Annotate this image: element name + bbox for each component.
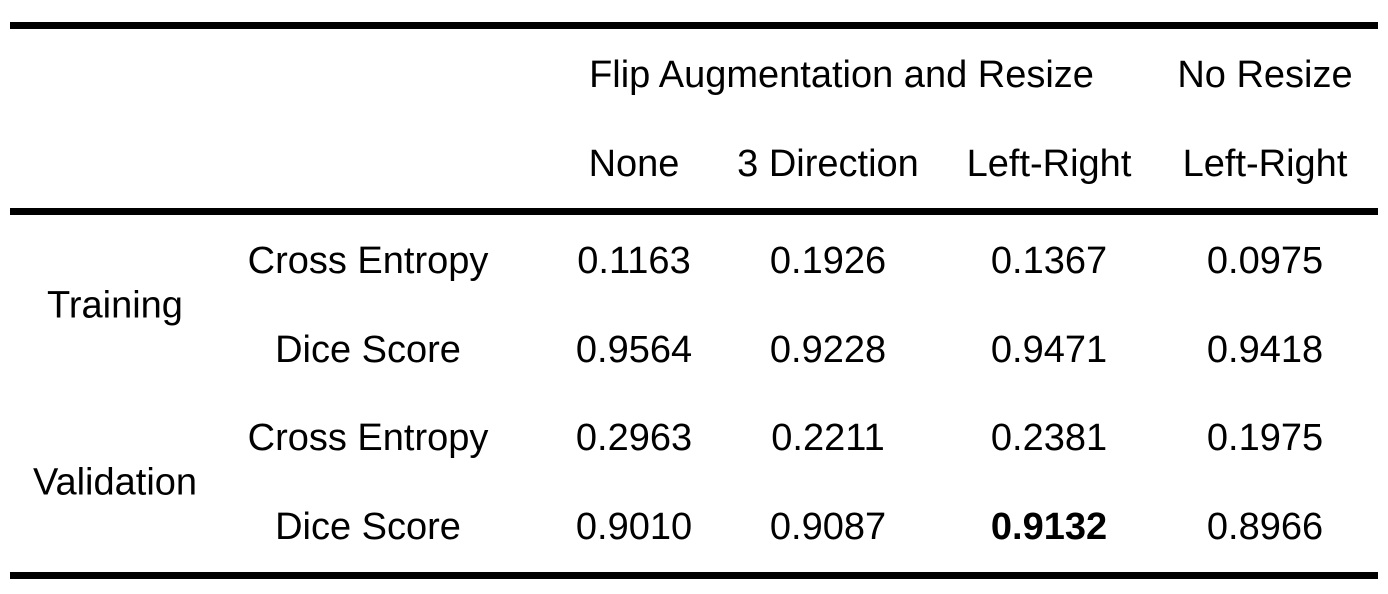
column-header: Left-Right <box>967 143 1132 185</box>
cell-value: 0.1975 <box>1207 417 1323 459</box>
metric-label: Cross Entropy <box>248 417 489 459</box>
column-header: None <box>589 143 680 185</box>
cell-value: 0.9418 <box>1207 329 1323 371</box>
group-header: Flip Augmentation and Resize <box>589 54 1094 96</box>
cell-value: 0.9010 <box>576 506 692 548</box>
cell-value: 0.9471 <box>991 329 1107 371</box>
cell-value: 0.9132 <box>991 506 1107 548</box>
column-header: Left-Right <box>1183 143 1348 185</box>
top-rule <box>10 22 1378 29</box>
column-header: 3 Direction <box>737 143 919 185</box>
section-label: Training <box>47 285 183 327</box>
mid-rule <box>10 208 1378 215</box>
cell-value: 0.8966 <box>1207 506 1323 548</box>
cell-value: 0.9087 <box>770 506 886 548</box>
cell-value: 0.9564 <box>576 329 692 371</box>
cell-value: 0.1367 <box>991 240 1107 282</box>
cell-value: 0.0975 <box>1207 240 1323 282</box>
cell-value: 0.2381 <box>991 417 1107 459</box>
bottom-rule <box>10 572 1378 579</box>
cell-value: 0.1926 <box>770 240 886 282</box>
metric-label: Dice Score <box>275 329 461 371</box>
cell-value: 0.9228 <box>770 329 886 371</box>
section-label: Validation <box>33 462 197 504</box>
cell-value: 0.1163 <box>577 240 690 282</box>
metric-label: Cross Entropy <box>248 240 489 282</box>
group-header: No Resize <box>1177 54 1352 96</box>
cell-value: 0.2963 <box>576 417 692 459</box>
metric-label: Dice Score <box>275 506 461 548</box>
cell-value: 0.2211 <box>771 417 884 459</box>
